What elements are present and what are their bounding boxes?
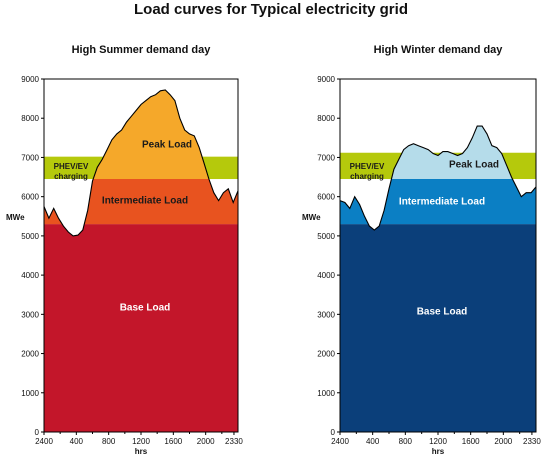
chart-panel-winter: High Winter demand day Base Load Intermedi… [302,44,541,456]
y-tick-label: 3000 [317,310,335,319]
y-tick-label: 7000 [317,153,335,162]
y-axis-label: MWe [6,213,25,222]
x-tick-label: 2000 [494,437,512,446]
label-peak-load: Peak Load [449,159,499,170]
load-curve-line [43,89,239,237]
label-peak-load: Peak Load [142,140,192,151]
y-tick-label: 1000 [317,389,335,398]
x-tick-label: 1200 [132,437,150,446]
y-tick-label: 4000 [317,271,335,280]
y-tick-label: 5000 [317,232,335,241]
y-axis-label: MWe [302,213,321,222]
y-tick-label: 2000 [21,350,39,359]
x-axis-label: hrs [135,447,148,456]
y-tick-label: 9000 [317,75,335,84]
x-tick-label: 800 [399,437,413,446]
y-tick-label: 9000 [21,75,39,84]
label-ev-charging: PHEV/EV [54,162,89,171]
x-tick-label: 2330 [225,437,243,446]
y-tick-label: 2000 [317,350,335,359]
y-tick-label: 8000 [21,114,39,123]
page-title: Load curves for Typical electricity grid [134,1,408,18]
y-tick-label: 6000 [317,193,335,202]
load-curve-line [339,125,537,231]
y-tick-label: 7000 [21,153,39,162]
x-axis-label: hrs [432,447,445,456]
y-tick-label: 5000 [21,232,39,241]
y-tick-label: 0 [331,428,336,437]
label-base-load: Base Load [417,306,468,317]
label-intermediate-load: Intermediate Load [102,196,188,207]
chart-panel-summer: High Summer demand day Base Load Intermedi… [6,44,243,456]
y-tick-label: 0 [35,428,40,437]
y-tick-label: 6000 [21,193,39,202]
x-tick-label: 400 [366,437,380,446]
x-tick-label: 1600 [462,437,480,446]
x-tick-label: 2000 [197,437,215,446]
label-ev-charging: PHEV/EV [350,162,385,171]
base-load-area [340,224,536,432]
x-tick-label: 2330 [523,437,541,446]
y-tick-label: 4000 [21,271,39,280]
base-load-area [44,224,238,432]
x-tick-label: 800 [102,437,116,446]
x-tick-label: 400 [70,437,84,446]
x-tick-label: 1600 [164,437,182,446]
y-tick-label: 1000 [21,389,39,398]
label-intermediate-load: Intermediate Load [399,197,485,208]
label-ev-charging: charging [54,172,88,181]
x-tick-label: 2400 [331,437,349,446]
panel-title: High Winter demand day [374,44,504,56]
panel-title: High Summer demand day [72,44,212,56]
x-tick-label: 2400 [35,437,53,446]
y-tick-label: 8000 [317,114,335,123]
y-tick-label: 3000 [21,310,39,319]
x-tick-label: 1200 [429,437,447,446]
label-base-load: Base Load [120,302,171,313]
label-ev-charging: charging [350,172,384,181]
